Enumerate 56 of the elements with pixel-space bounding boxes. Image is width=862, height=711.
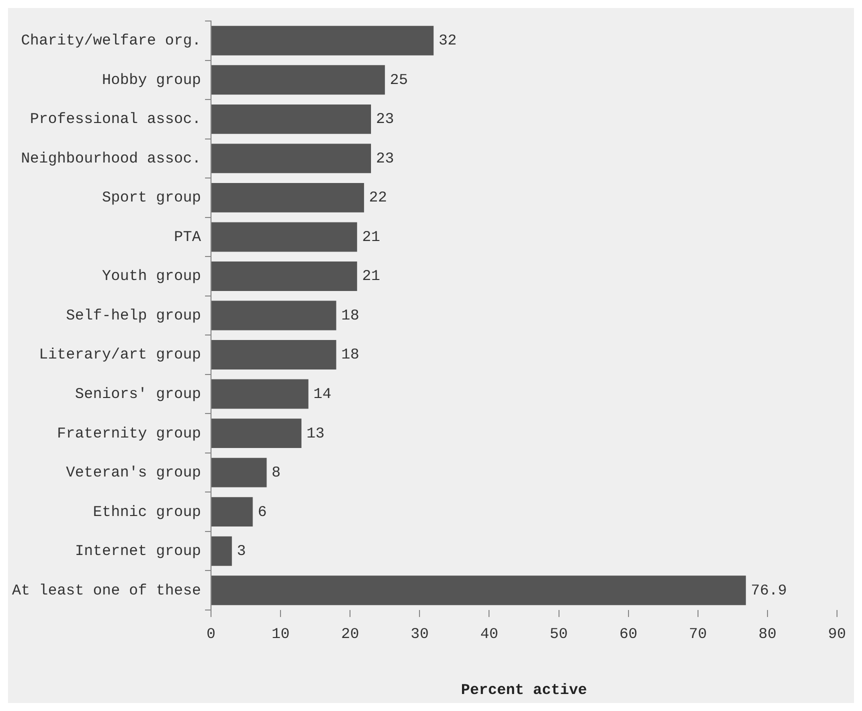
bar xyxy=(212,418,302,448)
y-tick-label: Youth group xyxy=(102,268,202,286)
y-tick-label: Internet group xyxy=(75,543,202,560)
data-label: 23 xyxy=(376,111,394,128)
x-tick-label: 50 xyxy=(550,626,568,643)
bar xyxy=(212,104,371,134)
data-label: 18 xyxy=(341,307,360,324)
bar xyxy=(212,340,336,370)
bar xyxy=(212,300,336,330)
bar xyxy=(212,379,308,409)
x-tick-label: 0 xyxy=(206,626,216,643)
y-tick-label: Literary/art group xyxy=(39,346,202,364)
data-label: 32 xyxy=(438,32,457,50)
bar xyxy=(212,26,434,56)
x-tick-label: 30 xyxy=(410,626,429,643)
y-tick-label: At least one of these xyxy=(12,582,202,600)
data-label: 21 xyxy=(362,268,380,286)
y-tick-label: Neighbourhood assoc. xyxy=(21,150,202,168)
data-label: 14 xyxy=(313,386,332,403)
bar xyxy=(212,497,253,527)
data-label: 13 xyxy=(306,425,324,442)
data-label: 18 xyxy=(341,346,360,364)
y-tick-label: PTA xyxy=(174,228,202,246)
y-tick-label: Ethnic group xyxy=(93,504,202,521)
bar xyxy=(212,536,232,566)
y-tick-label: Veteran's group xyxy=(66,464,202,482)
bar xyxy=(212,222,358,252)
y-tick-label: Seniors' group xyxy=(75,386,202,403)
y-tick-label: Professional assoc. xyxy=(30,111,202,128)
data-label: 3 xyxy=(236,543,246,560)
x-tick-label: 10 xyxy=(272,626,290,643)
data-label: 25 xyxy=(390,72,408,89)
data-label: 23 xyxy=(376,150,394,168)
x-axis-title: Percent active xyxy=(461,682,588,699)
bar xyxy=(212,576,746,606)
data-label: 22 xyxy=(369,190,388,207)
x-tick-label: 20 xyxy=(341,626,360,643)
x-tick-label: 60 xyxy=(619,626,638,643)
bar xyxy=(212,65,385,95)
y-tick-label: Charity/welfare org. xyxy=(21,32,202,50)
bar xyxy=(212,144,371,174)
data-label: 8 xyxy=(272,464,281,482)
x-tick-label: 40 xyxy=(480,626,498,643)
bar xyxy=(212,262,358,291)
y-tick-label: Sport group xyxy=(102,190,202,207)
data-label: 21 xyxy=(362,228,380,246)
bar xyxy=(212,182,364,212)
data-label: 76.9 xyxy=(750,582,787,600)
x-tick-label: 70 xyxy=(688,626,707,643)
x-tick-label: 80 xyxy=(758,626,776,643)
bar xyxy=(212,458,267,488)
data-label: 6 xyxy=(258,504,267,521)
y-tick-label: Self-help group xyxy=(66,307,202,324)
y-tick-label: Fraternity group xyxy=(57,425,202,442)
y-tick-label: Hobby group xyxy=(102,72,202,89)
x-tick-label: 90 xyxy=(828,626,846,643)
